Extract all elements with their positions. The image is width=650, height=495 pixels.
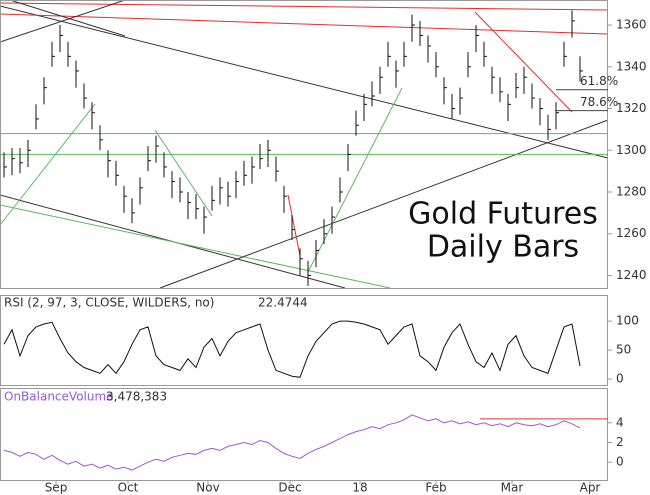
x-tick-label: Sep [45, 481, 68, 495]
y-tick-label: 0 [616, 372, 624, 386]
y-tick-label: 1340 [616, 59, 647, 73]
line-series [3, 320, 581, 378]
y-tick-label: 1240 [616, 268, 647, 282]
x-tick-label: Feb [425, 481, 446, 495]
rsi-title: RSI (2, 97, 3, CLOSE, WILDERS, no) [4, 296, 214, 310]
chart-subtitle: Daily Bars [427, 230, 579, 265]
obv-title: OnBalanceVolume [4, 390, 114, 404]
trend-line [0, 2, 609, 11]
y-tick-label: 100 [616, 314, 639, 328]
x-tick-label: Mar [501, 481, 524, 495]
y-tick-label: 1260 [616, 226, 647, 240]
trend-line [0, 103, 96, 226]
line-series [3, 414, 581, 471]
trend-line [154, 129, 213, 217]
y-tick-label: 1280 [616, 185, 647, 199]
y-tick-label: 0 [616, 455, 624, 469]
y-tick-label: 1360 [616, 18, 647, 32]
obv-panel [0, 388, 608, 481]
x-tick-label: Oct [118, 481, 139, 495]
x-tick-label: Dec [278, 481, 301, 495]
y-tick-label: 1300 [616, 143, 647, 157]
obv-value: 3,478,383 [106, 390, 167, 404]
fib-label: 78.6% [580, 95, 618, 109]
trend-line [9, 0, 126, 37]
y-tick-label: 4 [616, 415, 624, 429]
trend-line [287, 194, 301, 257]
trend-line [474, 11, 573, 113]
trend-line [0, 13, 609, 35]
x-tick-label: Nov [196, 481, 219, 495]
trend-line [159, 119, 609, 289]
x-tick-label: 18 [352, 481, 367, 495]
price-panel [0, 0, 608, 289]
y-tick-label: 1320 [616, 101, 647, 115]
x-tick-label: Apr [580, 481, 601, 495]
chart-title: Gold Futures [408, 197, 598, 232]
y-tick-label: 2 [616, 435, 624, 449]
y-tick-label: 50 [616, 343, 631, 357]
trend-line [0, 5, 609, 159]
trend-line [0, 204, 391, 289]
trend-lines [0, 0, 609, 289]
trend-line [0, 0, 126, 43]
fib-label: 61.8% [580, 74, 618, 88]
rsi-value: 22.4744 [258, 296, 308, 310]
rsi-panel [0, 295, 608, 386]
